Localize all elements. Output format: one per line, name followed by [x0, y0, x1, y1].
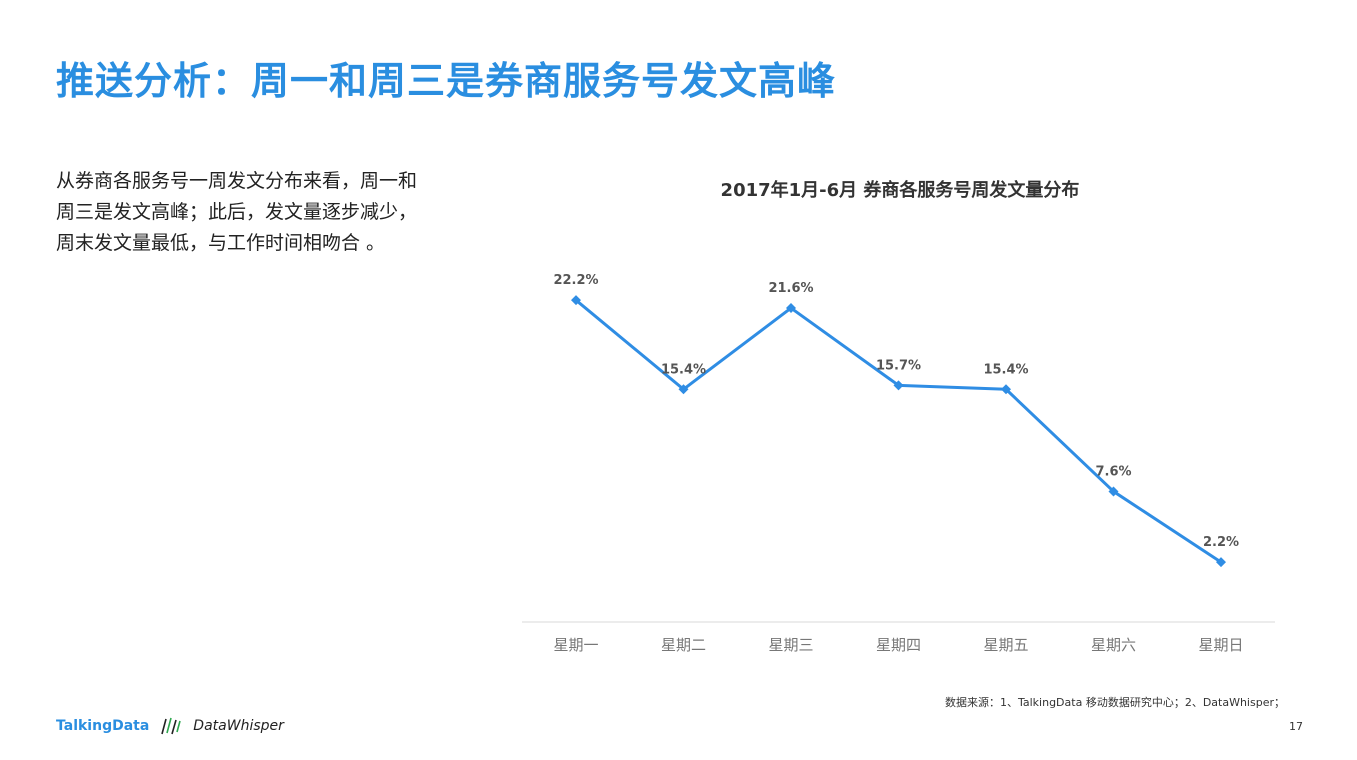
data-label: 2.2%	[1203, 535, 1239, 550]
talkingdata-logo: TalkingData	[56, 718, 150, 734]
data-point-marker	[1216, 557, 1226, 568]
data-source-note: 数据来源：1、TalkingData 移动数据研究中心；2、DataWhispe…	[944, 696, 1285, 709]
description-line: 从券商各服务号一周发文分布来看，周一和	[56, 170, 418, 192]
datawhisper-logo: DataWhisper	[193, 718, 284, 734]
data-point-marker	[1108, 486, 1119, 497]
data-point-marker	[678, 384, 689, 395]
footer-brand: TalkingData DataWhisper	[56, 716, 284, 736]
x-tick-label: 星期五	[983, 636, 1028, 654]
data-label: 7.6%	[1095, 464, 1131, 479]
data-label: 15.4%	[983, 362, 1028, 377]
data-label: 15.4%	[661, 362, 706, 377]
page-title: 推送分析：周一和周三是券商服务号发文高峰	[56, 59, 837, 103]
data-label: 22.2%	[553, 273, 598, 288]
series-line	[575, 299, 1222, 564]
data-label: 21.6%	[768, 281, 813, 296]
x-tick-label: 星期六	[1091, 636, 1136, 654]
description-text: 从券商各服务号一周发文分布来看，周一和 周三是发文高峰；此后，发文量逐步减少， …	[56, 166, 476, 259]
x-tick-label: 星期四	[876, 636, 921, 654]
datawhisper-bars-icon	[161, 717, 182, 735]
x-tick-label: 星期二	[661, 636, 706, 654]
weekly-post-line-chart: 2017年1月-6月 券商各服务号周发文量分布 22.2% 星期一 15.4% 星期二…	[522, 179, 1275, 654]
x-tick-label: 星期一	[553, 636, 598, 654]
page-number: 17	[1289, 720, 1303, 733]
data-point-marker	[786, 303, 796, 314]
x-tick-label: 星期三	[768, 636, 813, 654]
description-line: 周末发文量最低，与工作时间相吻合 。	[56, 232, 386, 254]
data-point-marker	[1001, 384, 1011, 395]
series-layer: 22.2% 星期一 15.4% 星期二 21.6% 星期三 15.7% 星期四 15.4% 星期五…	[553, 273, 1243, 654]
data-point-marker	[571, 295, 581, 306]
data-label: 15.7%	[876, 358, 921, 373]
x-tick-label: 星期日	[1198, 636, 1243, 654]
description-line: 周三是发文高峰；此后，发文量逐步减少，	[56, 201, 418, 223]
data-point-marker	[893, 380, 904, 391]
chart-title: 2017年1月-6月 券商各服务号周发文量分布	[721, 179, 1080, 201]
